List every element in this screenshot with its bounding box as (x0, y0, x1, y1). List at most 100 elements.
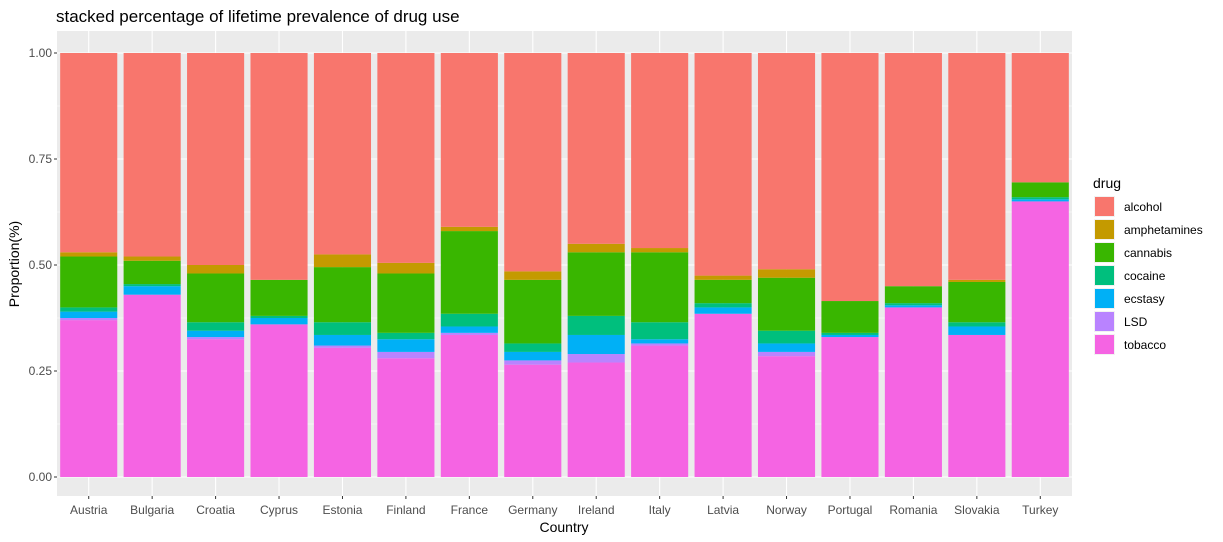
bar-segment-cocaine-finland (377, 332, 435, 340)
bar-segment-cannabis-slovakia (948, 281, 1006, 323)
bar-segment-cannabis-croatia (187, 273, 245, 323)
bar-segment-cocaine-romania (884, 303, 942, 306)
x-tick-label-cyprus: Cyprus (260, 503, 298, 517)
bar-segment-alcohol-croatia (187, 53, 245, 265)
x-axis: Austria Bulgaria Croatia Cyprus Estonia Finla… (70, 496, 1058, 517)
bar-segment-alcohol-turkey (1011, 53, 1069, 183)
bar-segment-ecstasy-germany (504, 351, 562, 361)
bar-segment-lsd-germany (504, 360, 562, 365)
bar-segment-alcohol-romania (884, 53, 942, 287)
bar-segment-cannabis-bulgaria (123, 260, 181, 285)
bar-segment-cocaine-slovakia (948, 322, 1006, 327)
x-tick-label-slovakia: Slovakia (954, 503, 1000, 517)
bar-segment-cannabis-norway (757, 277, 816, 331)
bar-segment-cannabis-austria (60, 256, 118, 308)
bar-segment-amphetamines-france (440, 226, 498, 232)
bar-segment-alcohol-norway (757, 53, 816, 270)
legend-label-cocaine: cocaine (1124, 269, 1166, 283)
bar-segment-alcohol-cyprus (250, 53, 308, 280)
legend-swatch-ecstasy (1095, 289, 1114, 308)
x-tick-label-norway: Norway (766, 503, 807, 517)
bar-segment-ecstasy-estonia (313, 334, 372, 346)
bar-segment-ecstasy-turkey (1011, 199, 1069, 202)
bar-segment-cannabis-ireland (567, 252, 625, 316)
chart-title: stacked percentage of lifetime prevalenc… (56, 7, 460, 26)
bar-segment-alcohol-portugal (821, 53, 879, 302)
x-axis-title: Country (539, 519, 588, 535)
x-tick-label-germany: Germany (508, 503, 557, 517)
bar-segment-cocaine-estonia (313, 322, 372, 335)
bar-segment-ecstasy-finland (377, 339, 435, 352)
bars (60, 53, 1069, 477)
bar-segment-cocaine-portugal (821, 332, 879, 335)
bar-segment-lsd-ireland (567, 354, 625, 363)
y-axis: 0.00 0.25 0.50 0.75 1.00 (29, 46, 57, 484)
bar-segment-tobacco-ireland (567, 362, 625, 477)
legend-swatch-tobacco (1095, 335, 1114, 354)
legend-title: drug (1093, 175, 1121, 191)
x-tick-label-austria: Austria (70, 503, 108, 517)
bar-segment-ecstasy-france (440, 326, 498, 333)
bar-segment-alcohol-bulgaria (123, 53, 181, 257)
bar-segment-alcohol-slovakia (948, 53, 1006, 280)
bar-segment-ecstasy-austria (60, 311, 118, 318)
bar-segment-cocaine-cyprus (250, 315, 308, 318)
bar-segment-lsd-france (440, 332, 498, 335)
y-tick-label: 0.25 (29, 364, 53, 378)
bar-segment-alcohol-latvia (694, 53, 752, 276)
bar-segment-ecstasy-portugal (821, 334, 879, 338)
bar-segment-cannabis-latvia (694, 279, 752, 304)
bar-segment-cannabis-estonia (313, 267, 372, 323)
bar-segment-tobacco-croatia (187, 339, 245, 477)
bar-segment-tobacco-finland (377, 358, 435, 477)
bar-segment-amphetamines-austria (60, 252, 118, 257)
bar-segment-amphetamines-italy (631, 248, 689, 253)
legend: drug alcohol amphetamines cannabis cocaine e… (1093, 175, 1203, 355)
legend-label-amphetamines: amphetamines (1124, 223, 1203, 237)
x-tick-label-portugal: Portugal (828, 503, 873, 517)
bar-segment-lsd-croatia (187, 337, 245, 340)
bar-segment-cocaine-france (440, 313, 498, 327)
x-tick-label-estonia: Estonia (322, 503, 362, 517)
legend-label-lsd: LSD (1124, 315, 1148, 329)
bar-segment-tobacco-estonia (313, 347, 372, 477)
bar-segment-ecstasy-cyprus (250, 318, 308, 325)
bar-segment-cannabis-cyprus (250, 279, 308, 316)
bar-segment-ecstasy-slovakia (948, 326, 1006, 335)
bar-segment-cannabis-finland (377, 273, 435, 333)
bar-segment-ecstasy-bulgaria (123, 286, 181, 295)
bar-segment-cocaine-austria (60, 307, 118, 312)
bar-segment-amphetamines-ireland (567, 243, 625, 253)
bar-segment-tobacco-italy (631, 345, 689, 477)
bar-segment-cannabis-germany (504, 279, 562, 344)
bar-segment-cocaine-germany (504, 343, 562, 352)
bar-segment-cocaine-bulgaria (123, 284, 181, 287)
x-tick-label-turkey: Turkey (1022, 503, 1058, 517)
bar-segment-tobacco-latvia (694, 313, 752, 477)
legend-swatch-cocaine (1095, 266, 1114, 285)
bar-segment-cocaine-norway (757, 330, 816, 344)
bar-segment-alcohol-finland (377, 53, 435, 263)
bar-segment-alcohol-ireland (567, 53, 625, 244)
x-tick-label-bulgaria: Bulgaria (130, 503, 174, 517)
bar-segment-alcohol-italy (631, 53, 689, 249)
bar-segment-tobacco-romania (884, 307, 942, 477)
bar-segment-cocaine-ireland (567, 315, 625, 335)
bar-segment-cannabis-france (440, 231, 498, 314)
bar-segment-amphetamines-slovakia (948, 279, 1006, 282)
bar-segment-cocaine-turkey (1011, 197, 1069, 200)
x-tick-label-france: France (451, 503, 489, 517)
bar-segment-amphetamines-estonia (313, 254, 372, 268)
bar-segment-tobacco-france (440, 334, 498, 477)
bar-segment-alcohol-austria (60, 53, 118, 253)
bar-segment-tobacco-austria (60, 320, 118, 477)
bar-segment-amphetamines-bulgaria (123, 256, 181, 261)
bar-segment-amphetamines-croatia (187, 265, 245, 274)
bar-segment-lsd-italy (631, 343, 689, 346)
bar-segment-ecstasy-croatia (187, 330, 245, 338)
bar-segment-cocaine-croatia (187, 322, 245, 331)
bar-segment-ecstasy-norway (757, 343, 816, 352)
legend-swatch-cannabis (1095, 243, 1114, 262)
bar-segment-cannabis-italy (631, 252, 689, 323)
